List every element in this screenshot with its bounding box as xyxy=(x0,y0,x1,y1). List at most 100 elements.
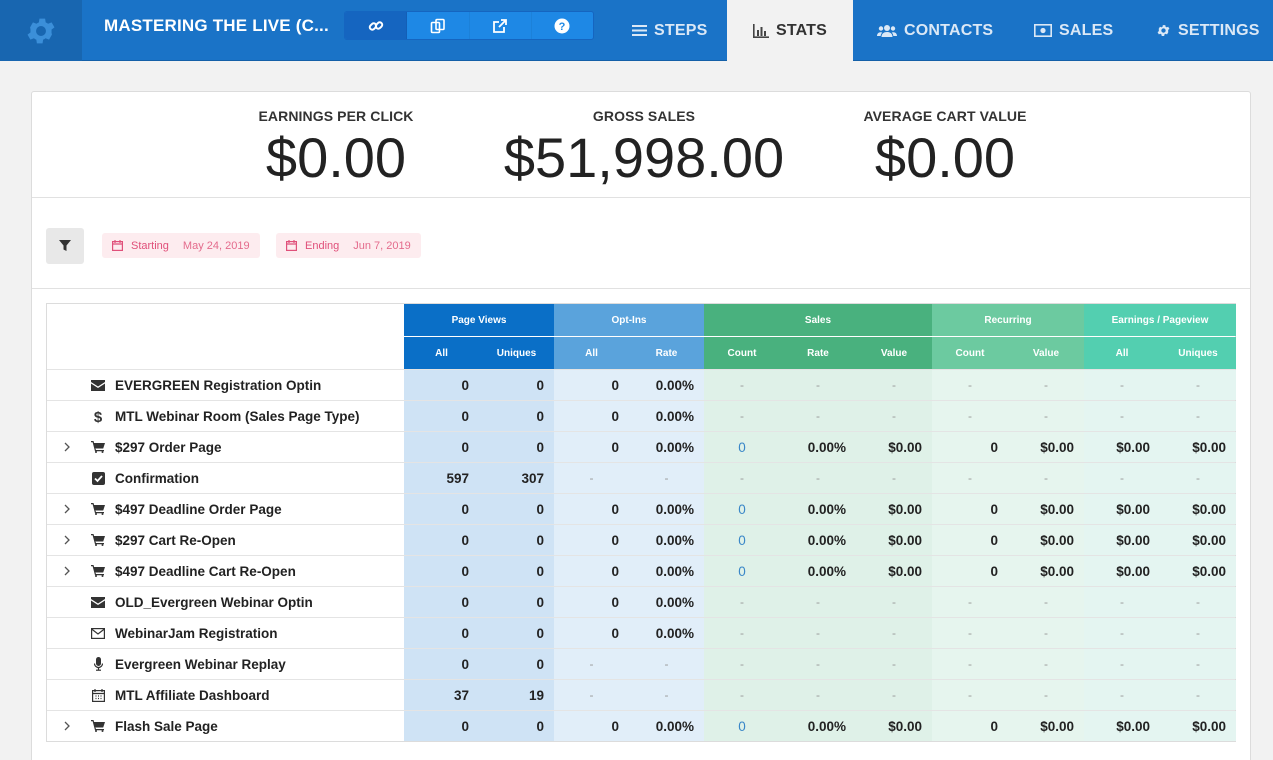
tab-steps[interactable]: STEPS xyxy=(632,0,707,61)
copy-button[interactable] xyxy=(407,12,470,39)
empty-cell: - xyxy=(1196,626,1200,640)
cell-background xyxy=(404,711,479,741)
step-name[interactable]: MTL Webinar Room (Sales Page Type) xyxy=(115,408,360,424)
funnel-action-buttons: ? xyxy=(344,11,594,40)
value-cell: $0.00 xyxy=(1040,563,1074,579)
table-row[interactable]: $ MTL Webinar Room (Sales Page Type) 0 0 0 0.… xyxy=(47,400,1236,431)
cell-background xyxy=(780,680,856,710)
col-sales-value[interactable]: Value xyxy=(856,337,932,369)
funnel-title[interactable]: MASTERING THE LIVE (C... xyxy=(104,16,329,35)
step-name[interactable]: $297 Cart Re-Open xyxy=(115,532,236,548)
empty-cell: - xyxy=(664,657,669,671)
value-cell: 0.00% xyxy=(655,439,694,455)
cell-background xyxy=(932,370,1008,400)
tab-contacts[interactable]: CONTACTS xyxy=(877,0,993,61)
table-row[interactable]: $297 Order Page 0 0 0 0.00% 0 0.00% $0.00 0 $0.00… xyxy=(47,431,1236,462)
earnings-per-click-label: EARNINGS PER CLICK xyxy=(258,108,414,124)
step-name[interactable]: $297 Order Page xyxy=(115,439,222,455)
sales-count-link[interactable]: 0 xyxy=(738,563,746,579)
empty-cell: - xyxy=(589,688,594,702)
step-name[interactable]: Flash Sale Page xyxy=(115,718,218,734)
cell-background xyxy=(780,711,856,741)
chevron-right-icon[interactable] xyxy=(63,719,79,734)
cell-background xyxy=(629,711,704,741)
chevron-right-icon[interactable] xyxy=(63,440,79,455)
divider xyxy=(32,197,1250,198)
step-name-cell: $497 Deadline Order Page xyxy=(47,494,404,524)
step-name[interactable]: EVERGREEN Registration Optin xyxy=(115,377,322,393)
step-name[interactable]: MTL Affiliate Dashboard xyxy=(115,687,270,703)
col-oi-rate[interactable]: Rate xyxy=(629,337,704,369)
open-external-button[interactable] xyxy=(470,12,532,39)
filter-button[interactable] xyxy=(46,228,84,264)
col-sales-rate[interactable]: Rate xyxy=(780,337,856,369)
tab-stats[interactable]: STATS xyxy=(727,0,853,61)
cell-background xyxy=(704,463,780,493)
step-name[interactable]: OLD_Evergreen Webinar Optin xyxy=(115,594,313,610)
value-cell: 0 xyxy=(461,594,469,610)
table-row[interactable]: EVERGREEN Registration Optin 0 0 0 0.00% - - - -… xyxy=(47,369,1236,400)
step-name[interactable]: Evergreen Webinar Replay xyxy=(115,656,286,672)
cell-background xyxy=(932,432,1008,462)
col-recurring-count[interactable]: Count xyxy=(932,337,1008,369)
tab-sales[interactable]: SALES xyxy=(1034,0,1113,61)
empty-cell: - xyxy=(1044,657,1048,671)
cell-background xyxy=(932,525,1008,555)
cell-background xyxy=(1008,370,1084,400)
bar-chart-icon xyxy=(752,23,769,38)
table-row[interactable]: WebinarJam Registration 0 0 0 0.00% - - - - - - - xyxy=(47,617,1236,648)
sales-count-link[interactable]: 0 xyxy=(738,439,746,455)
cell-background xyxy=(629,494,704,524)
start-date-filter[interactable]: Starting May 24, 2019 xyxy=(102,233,260,258)
tab-settings[interactable]: SETTINGS xyxy=(1156,0,1260,61)
cell-background xyxy=(1084,587,1160,617)
table-row[interactable]: $497 Deadline Order Page 0 0 0 0.00% 0 0.00% $0… xyxy=(47,493,1236,524)
sales-count-link[interactable]: 0 xyxy=(738,501,746,517)
empty-cell: - xyxy=(968,595,972,609)
table-row[interactable]: $297 Cart Re-Open 0 0 0 0.00% 0 0.00% $0.00 0 $0.… xyxy=(47,524,1236,555)
col-earnings-all[interactable]: All xyxy=(1084,337,1160,369)
tab-settings-label: SETTINGS xyxy=(1178,21,1260,39)
sales-count-link[interactable]: 0 xyxy=(738,718,746,734)
chevron-right-icon[interactable] xyxy=(63,502,79,517)
value-cell: 0 xyxy=(536,439,544,455)
group-opt-ins: Opt-Ins xyxy=(554,304,704,336)
empty-cell: - xyxy=(892,471,896,485)
table-row[interactable]: $497 Deadline Cart Re-Open 0 0 0 0.00% 0 0.00%… xyxy=(47,555,1236,586)
value-cell: 0.00% xyxy=(807,501,846,517)
chevron-right-icon[interactable] xyxy=(63,564,79,579)
col-oi-all[interactable]: All xyxy=(554,337,629,369)
svg-text:$: $ xyxy=(94,409,103,424)
end-date-filter[interactable]: Ending Jun 7, 2019 xyxy=(276,233,421,258)
col-pv-uniques[interactable]: Uniques xyxy=(479,337,554,369)
help-button[interactable]: ? xyxy=(532,12,593,39)
table-row[interactable]: OLD_Evergreen Webinar Optin 0 0 0 0.00% - - - - -… xyxy=(47,586,1236,617)
col-earnings-uniques[interactable]: Uniques xyxy=(1160,337,1236,369)
value-cell: $0.00 xyxy=(888,501,922,517)
cell-background xyxy=(856,525,932,555)
cell-background xyxy=(704,587,780,617)
sales-count-link[interactable]: 0 xyxy=(738,532,746,548)
table-row[interactable]: MTL Affiliate Dashboard 37 19 - - - - - - - - - xyxy=(47,679,1236,710)
step-name[interactable]: $497 Deadline Order Page xyxy=(115,501,282,517)
table-row[interactable]: Flash Sale Page 0 0 0 0.00% 0 0.00% $0.00 0 $0.00… xyxy=(47,710,1236,741)
table-row[interactable]: Confirmation 597 307 - - - - - - - - - xyxy=(47,462,1236,493)
link-button[interactable] xyxy=(345,12,408,39)
funnel-settings-button[interactable] xyxy=(0,0,82,61)
empty-cell: - xyxy=(1196,657,1200,671)
cell-background xyxy=(1160,463,1236,493)
step-name[interactable]: WebinarJam Registration xyxy=(115,625,278,641)
cart-icon xyxy=(89,534,107,546)
col-pv-all[interactable]: All xyxy=(404,337,479,369)
table-row[interactable]: Evergreen Webinar Replay 0 0 - - - - - - - - - xyxy=(47,648,1236,679)
check-square-icon xyxy=(89,471,107,485)
empty-cell: - xyxy=(1044,595,1048,609)
cell-background xyxy=(554,494,629,524)
empty-cell: - xyxy=(740,595,744,609)
col-recurring-value[interactable]: Value xyxy=(1008,337,1084,369)
step-name[interactable]: $497 Deadline Cart Re-Open xyxy=(115,563,296,579)
col-sales-count[interactable]: Count xyxy=(704,337,780,369)
step-name[interactable]: Confirmation xyxy=(115,470,199,486)
cell-background xyxy=(554,711,629,741)
chevron-right-icon[interactable] xyxy=(63,533,79,548)
